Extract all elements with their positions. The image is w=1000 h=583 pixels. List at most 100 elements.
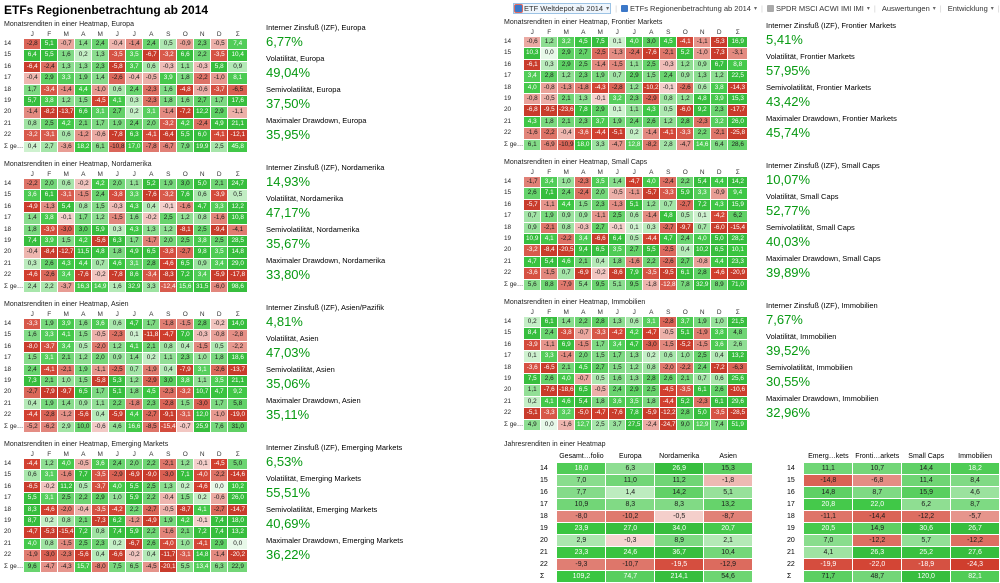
yearly-cell: 25,2 [901, 546, 952, 559]
stat-value: 30,55% [766, 374, 811, 389]
heatmap-cell: -2,7 [23, 386, 42, 399]
heatmap-cell: -2,2 [210, 469, 229, 482]
heatmap-cell: 5,1 [108, 386, 127, 399]
yearly-row: 18 -8,0 -10,2 -0,5 -8,7 [540, 510, 753, 523]
stat-value: 39,52% [766, 343, 811, 358]
heatmap-cell: 2,4 [91, 37, 110, 51]
yearly-cell: -11,1 [803, 510, 854, 523]
heatmap-cell: -7,2 [710, 361, 729, 374]
heatmap-cell: 10,2 [693, 244, 712, 257]
row-sum-cell: -14,7 [227, 503, 249, 516]
yearly-cell: -0,5 [654, 510, 705, 523]
heatmap-cell: -0,1 [159, 200, 178, 214]
heatmap-year-row: 17 0,7 1,9 0,9 0,9 -1,1 2,5 0,6 -1,4 4,8 0,5 0,1 -4,… [504, 210, 749, 223]
heatmap-cell: 6,4 [608, 232, 627, 246]
heatmap-cell: 4,0 [523, 81, 542, 94]
heatmap-cell: 4,7 [210, 386, 229, 399]
year-label: 20 [4, 386, 24, 399]
heatmap-cell: 4,5 [574, 361, 593, 374]
heatmap-cell: 4,7 [659, 232, 678, 246]
year-label: 20 [504, 384, 524, 397]
yearly-row: Σ 71,7 48,7 120,0 82,1 [787, 570, 1000, 583]
chevron-down-icon: ▾ [932, 5, 936, 12]
yearly-cell: 1,4 [605, 486, 656, 499]
heatmap-cell: 12,0 [193, 409, 212, 422]
month-column-header: J [632, 28, 636, 36]
yearly-cell: -9,3 [556, 558, 607, 571]
row-sum-cell: 29,6 [727, 395, 749, 409]
heatmap-cell: 1,8 [159, 94, 178, 108]
heatmap-cell: 2,4 [125, 83, 144, 96]
column-total-cell: 2,4 [23, 280, 42, 293]
heatmap-cell: 1,3 [574, 92, 593, 106]
nav-item[interactable]: Auswertungen ▾ [880, 4, 936, 13]
column-total-cell: -7,9 [557, 278, 576, 291]
heatmap-year-row: 15 6,4 5,5 1,6 0,2 1,3 -3,5 3,5 -6,7 -3,2 6,6 2,2 -3… [4, 49, 249, 62]
heatmap-cell: -9,5 [540, 104, 559, 117]
yearly-header-row: Gesamt…folio Europa Nordamerika Asien [540, 451, 753, 463]
heatmap-cell: 3,5 [210, 374, 229, 388]
heatmap-cell: 2,5 [57, 492, 76, 505]
heatmap-cell: 5,0 [693, 407, 712, 420]
column-total-cell: 6,5 [125, 560, 144, 573]
heatmap-cell: -6,8 [523, 104, 542, 117]
stat-label: Interner Zinsfuß (IZF), Small Caps [766, 161, 880, 170]
heatmap-cell: -0,4 [23, 72, 42, 85]
heatmap-cell: 5,7 [23, 94, 42, 108]
heatmap-cell: 0,3 [23, 257, 42, 271]
column-total-cell: -1,6 [557, 418, 576, 431]
column-total-cell: -10,8 [108, 140, 127, 153]
heatmap-cell: 10,7 [193, 386, 212, 399]
stat-value: 14,93% [266, 174, 311, 189]
heatmap-cell: -0,2 [74, 177, 93, 191]
yearly-cell: 26,7 [950, 522, 1000, 535]
nav-item[interactable]: ETFs Regionenbetrachtung ab 2014 ▾ [621, 4, 757, 13]
heatmap-cell: -6,7 [125, 537, 144, 551]
column-total-cell: 31,5 [193, 280, 212, 293]
row-sum-cell: 8,8 [727, 58, 749, 72]
month-column-header: J [615, 28, 619, 36]
row-sum-cell: 10,2 [227, 480, 249, 494]
stat-block: Semivolatilität, Immobilien 30,55% [766, 363, 1000, 394]
year-label: 16 [504, 339, 524, 351]
heatmap-cell: -2,0 [659, 361, 678, 374]
heatmap-cell: 2,1 [142, 340, 161, 354]
heatmap-cell: -1,5 [540, 267, 559, 280]
heatmap-cell: -7,6 [540, 384, 559, 397]
chevron-down-icon: ▾ [606, 5, 610, 12]
heatmap-cell: -0,7 [574, 327, 593, 340]
column-total-cell: 8,9 [710, 278, 729, 291]
heatmap-year-row: 15 1,6 3,3 4,1 1,5 -0,5 -2,3 0,1 -11,8 -4,7 7,0 -0,… [4, 329, 249, 342]
yearly-cell: 24,6 [605, 546, 656, 559]
nav-item[interactable]: ETF Weltdepot ab 2014 ▾ [513, 2, 612, 14]
stat-label: Semivolatilität, Nordamerika [266, 225, 360, 234]
heatmap-cell: 7,4 [210, 514, 229, 528]
column-total-cell: -4,7 [40, 560, 59, 573]
month-column-header: N [199, 450, 205, 458]
year-label: 19 [4, 235, 24, 247]
heatmap-cell: 3,2 [608, 92, 627, 106]
heatmap-cell: 2,9 [210, 106, 229, 119]
chevron-down-icon: ▾ [990, 5, 994, 12]
heatmap-cell: -0,5 [74, 457, 93, 471]
heatmap-cell: -0,4 [23, 246, 42, 259]
heatmap-cell: -1,4 [591, 58, 610, 72]
heatmap-cell: -4,7 [642, 327, 661, 340]
nav-item[interactable]: Entwicklung ▾ [946, 4, 994, 13]
year-label: 22 [4, 549, 24, 562]
stat-label: Interner Zinsfuß (IZF), Asien/Pazifik [266, 303, 384, 312]
chevron-down-icon: ▾ [866, 5, 870, 12]
stat-block: Maximaler Drawdown, Europa 35,95% [266, 116, 500, 147]
heatmap-cell: -0,2 [210, 317, 229, 331]
row-sum-cell: 5,0 [227, 457, 249, 471]
heatmap-cell: 2,4 [125, 117, 144, 131]
heatmap-cell: -6,6 [108, 549, 127, 562]
column-total-cell: 5,6 [523, 278, 542, 291]
stat-block: Volatilität, Nordamerika 47,17% [266, 194, 500, 225]
nav-item[interactable]: SPDR MSCI ACWI IMI IMI ▾ [766, 4, 870, 13]
heatmap-cell: 5,5 [176, 129, 195, 142]
row-sum-cell: -6,5 [227, 83, 249, 96]
stat-label: Maximaler Drawdown, Asien [266, 396, 361, 405]
heatmap-year-row: 16 -6,5 -0,2 11,2 0,5 -3,7 4,0 5,5 2,5 1,3 0,2 -4,6… [4, 480, 249, 494]
year-label: Σ [787, 570, 804, 583]
